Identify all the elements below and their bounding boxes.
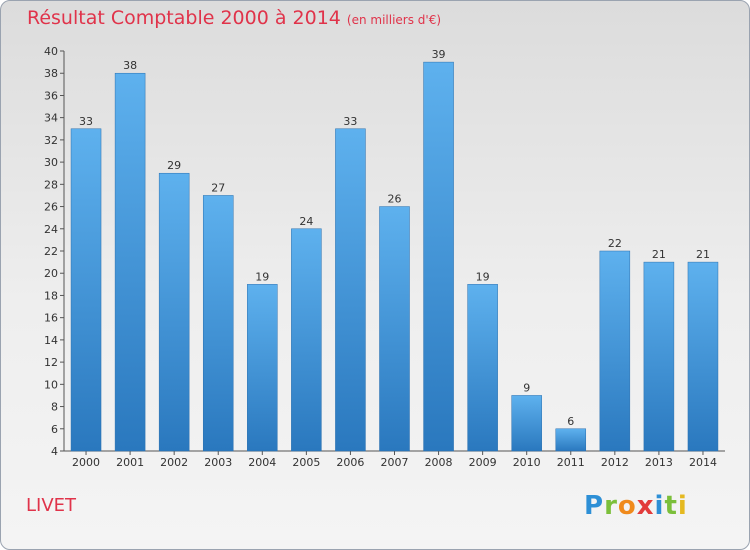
x-tick-label: 2005 [292, 456, 320, 469]
bar [379, 206, 410, 452]
bar [467, 284, 498, 452]
data-label: 24 [299, 215, 313, 228]
data-label: 21 [652, 248, 666, 261]
title-subtitle: (en milliers d'€) [346, 13, 442, 27]
title-text: Résultat Comptable 2000 à 2014 [27, 7, 341, 29]
logo-letter: r [604, 491, 618, 521]
logo-letter: i [677, 491, 688, 521]
x-tick-label: 2006 [336, 456, 364, 469]
y-tick-label: 18 [44, 289, 58, 302]
x-tick-label: 2004 [248, 456, 276, 469]
x-tick-label: 2000 [72, 456, 100, 469]
y-tick-label: 38 [44, 67, 58, 80]
data-label: 22 [608, 237, 622, 250]
data-label: 39 [432, 48, 446, 61]
bar [335, 128, 366, 452]
y-tick-label: 30 [44, 156, 58, 169]
data-label: 38 [123, 59, 137, 72]
x-tick-label: 2010 [513, 456, 541, 469]
chart-title: Résultat Comptable 2000 à 2014 (en millie… [27, 7, 441, 29]
data-label: 19 [476, 270, 490, 283]
logo-letter: x [636, 491, 655, 521]
logo-letter: o [617, 491, 637, 521]
data-label: 21 [696, 248, 710, 261]
y-tick-label: 14 [44, 334, 58, 347]
bar [291, 228, 322, 452]
x-tick-label: 2009 [469, 456, 497, 469]
bar [247, 284, 278, 452]
bar [70, 128, 102, 452]
y-tick-label: 40 [44, 45, 58, 58]
data-label: 33 [79, 115, 93, 128]
town-name: LIVET [26, 495, 77, 516]
x-tick-label: 2012 [601, 456, 629, 469]
data-label: 27 [211, 181, 225, 194]
logo-letter: P [584, 491, 605, 521]
data-label: 9 [523, 381, 530, 394]
y-tick-label: 34 [44, 112, 58, 125]
x-tick-label: 2003 [204, 456, 232, 469]
y-tick-label: 24 [44, 223, 58, 236]
y-tick-label: 36 [44, 89, 58, 102]
bar [599, 250, 631, 452]
bar [643, 261, 675, 452]
bar [687, 261, 719, 452]
y-tick-label: 22 [44, 245, 58, 258]
y-tick-label: 28 [44, 178, 58, 191]
logo-letter: t [664, 491, 678, 521]
bars: 33 38 29 27 19 24 33 26 39 19 9 6 22 21 21 [70, 48, 719, 452]
y-tick-label: 10 [44, 378, 58, 391]
bar [423, 61, 454, 452]
bar [511, 395, 542, 452]
logo-letter: i [654, 491, 665, 521]
bar [202, 195, 234, 452]
x-tick-label: 2014 [689, 456, 717, 469]
y-tick-label: 6 [51, 423, 58, 436]
x-tick-label: 2011 [557, 456, 585, 469]
y-tick-label: 8 [51, 401, 58, 414]
bar [555, 428, 587, 452]
y-tick-label: 32 [44, 134, 58, 147]
y-tick-label: 26 [44, 201, 58, 214]
data-label: 6 [567, 415, 574, 428]
x-tick-label: 2013 [645, 456, 673, 469]
data-label: 29 [167, 159, 181, 172]
bar [114, 72, 146, 452]
proxiti-logo[interactable]: Proxiti [584, 491, 688, 521]
x-tick-label: 2001 [116, 456, 144, 469]
x-tick-label: 2008 [425, 456, 453, 469]
y-tick-label: 12 [44, 356, 58, 369]
data-label: 26 [388, 193, 402, 206]
x-tick-label: 2007 [381, 456, 409, 469]
x-tick-label: 2002 [160, 456, 188, 469]
y-tick-label: 16 [44, 312, 58, 325]
data-label: 33 [343, 115, 357, 128]
y-tick-label: 20 [44, 267, 58, 280]
y-tick-label: 4 [51, 445, 58, 458]
bar [158, 172, 190, 452]
data-label: 19 [255, 270, 269, 283]
